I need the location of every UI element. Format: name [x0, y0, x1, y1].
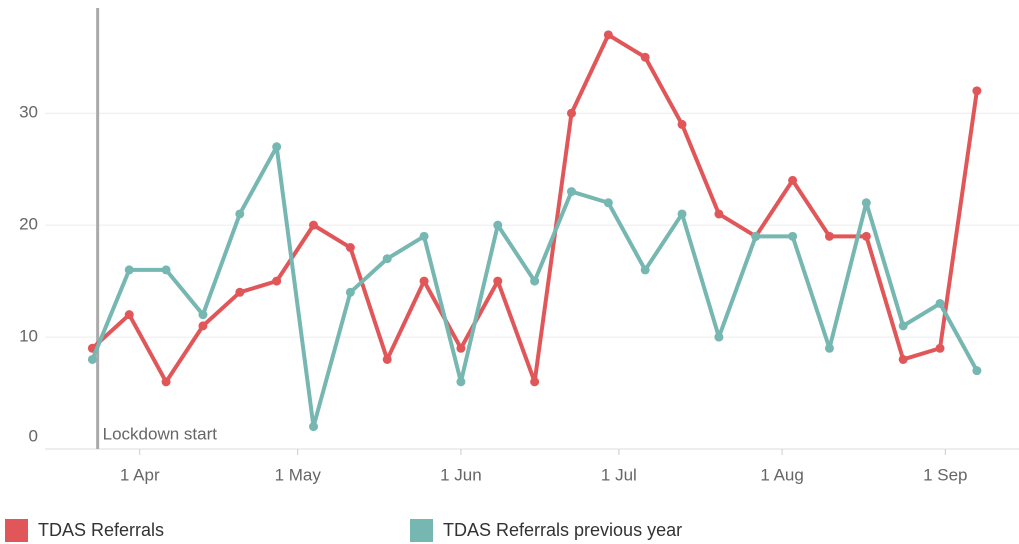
point	[861, 198, 871, 208]
point	[419, 231, 429, 241]
point	[345, 287, 355, 297]
point	[456, 377, 466, 387]
point	[493, 276, 503, 286]
point	[345, 243, 355, 253]
point	[382, 254, 392, 264]
point	[493, 220, 503, 230]
point	[272, 276, 282, 286]
x-tick-label: 1 Jun	[440, 465, 482, 484]
point	[824, 343, 834, 353]
point	[272, 142, 282, 152]
point	[235, 209, 245, 219]
point	[161, 377, 171, 387]
point	[935, 298, 945, 308]
x-tick-label: 1 Apr	[120, 465, 160, 484]
point	[640, 265, 650, 275]
point	[898, 354, 908, 364]
point	[419, 276, 429, 286]
point	[161, 265, 171, 275]
point	[456, 343, 466, 353]
point	[198, 310, 208, 320]
point	[198, 321, 208, 331]
point	[382, 354, 392, 364]
point	[603, 198, 613, 208]
series-line	[91, 32, 979, 384]
y-tick-label: 30	[19, 103, 38, 122]
y-tick-label: 0	[29, 426, 38, 445]
point	[788, 175, 798, 185]
point	[714, 332, 724, 342]
point	[124, 265, 134, 275]
y-tick-label: 10	[19, 327, 38, 346]
point	[824, 231, 834, 241]
point	[788, 231, 798, 241]
point	[566, 108, 576, 118]
point	[972, 86, 982, 96]
point	[640, 52, 650, 62]
point	[972, 366, 982, 376]
point	[566, 187, 576, 197]
x-tick-label: 1 Sep	[923, 465, 967, 484]
point	[714, 209, 724, 219]
point	[677, 119, 687, 129]
point	[603, 30, 613, 40]
point	[935, 343, 945, 353]
point	[530, 377, 540, 387]
point	[124, 310, 134, 320]
point	[677, 209, 687, 219]
point	[530, 276, 540, 286]
x-tick-label: 1 Jul	[601, 465, 637, 484]
point	[309, 422, 319, 432]
x-tick-label: 1 Aug	[760, 465, 804, 484]
point	[87, 354, 97, 364]
legend-label: TDAS Referrals	[38, 520, 164, 540]
point	[861, 231, 871, 241]
legend-swatch	[410, 519, 433, 542]
legend-label: TDAS Referrals previous year	[443, 520, 682, 540]
legend-swatch	[5, 519, 28, 542]
annotation-text: Lockdown start	[103, 424, 218, 443]
point	[898, 321, 908, 331]
y-tick-label: 20	[19, 215, 38, 234]
x-tick-label: 1 May	[275, 465, 322, 484]
point	[235, 287, 245, 297]
point	[751, 231, 761, 241]
point	[309, 220, 319, 230]
